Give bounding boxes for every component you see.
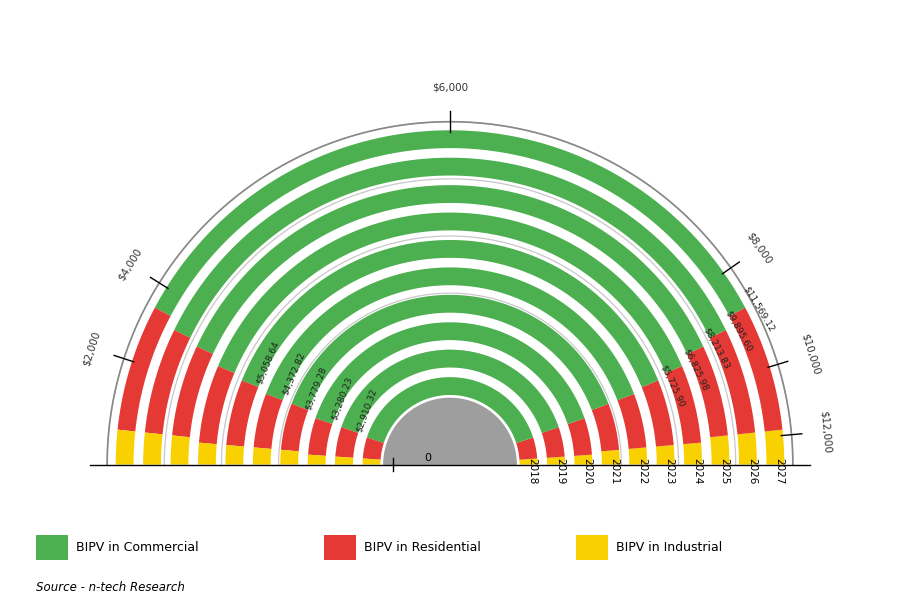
Text: 2027: 2027 xyxy=(774,458,784,485)
Text: BIPV Markets: (Value $ Millions): BIPV Markets: (Value $ Millions) xyxy=(237,19,663,43)
Text: $3,779.28: $3,779.28 xyxy=(303,365,328,412)
Text: $6,000: $6,000 xyxy=(432,82,468,92)
Polygon shape xyxy=(656,445,675,464)
Polygon shape xyxy=(172,346,213,437)
Text: $4,000: $4,000 xyxy=(116,247,144,283)
Polygon shape xyxy=(666,366,701,444)
Text: $6,825.98: $6,825.98 xyxy=(681,347,710,392)
Polygon shape xyxy=(383,398,517,464)
Text: BIPV in Commercial: BIPV in Commercial xyxy=(76,541,199,554)
Polygon shape xyxy=(218,212,682,373)
Polygon shape xyxy=(316,322,584,424)
Polygon shape xyxy=(363,458,381,464)
Polygon shape xyxy=(683,443,702,464)
Text: $11,569.12: $11,569.12 xyxy=(742,285,776,334)
Polygon shape xyxy=(710,330,755,434)
Polygon shape xyxy=(143,433,163,464)
Text: 2025: 2025 xyxy=(719,458,729,485)
Bar xyxy=(36,535,68,560)
Polygon shape xyxy=(363,437,383,460)
Text: Source - n-tech Research: Source - n-tech Research xyxy=(36,581,184,593)
Polygon shape xyxy=(517,437,537,460)
Text: 2018: 2018 xyxy=(527,458,537,485)
Polygon shape xyxy=(367,377,533,443)
Text: $5,725.90: $5,725.90 xyxy=(659,364,687,409)
Polygon shape xyxy=(171,436,190,464)
Polygon shape xyxy=(226,380,258,446)
Polygon shape xyxy=(198,443,217,464)
Text: $2,000: $2,000 xyxy=(81,329,102,367)
Polygon shape xyxy=(118,308,171,431)
Text: $10,000: $10,000 xyxy=(800,332,822,376)
Polygon shape xyxy=(574,455,592,464)
Polygon shape xyxy=(253,448,272,464)
Text: $8,213.83: $8,213.83 xyxy=(702,326,732,371)
Polygon shape xyxy=(601,450,620,464)
Text: 2023: 2023 xyxy=(664,458,675,485)
Polygon shape xyxy=(729,308,782,431)
Polygon shape xyxy=(765,430,784,464)
Bar xyxy=(576,535,608,560)
Polygon shape xyxy=(281,404,308,451)
Polygon shape xyxy=(308,418,332,456)
Text: $4,372.82: $4,372.82 xyxy=(280,350,306,396)
Text: $3,280.23: $3,280.23 xyxy=(329,376,354,421)
Polygon shape xyxy=(116,430,135,464)
Polygon shape xyxy=(280,450,299,464)
Polygon shape xyxy=(145,330,190,434)
Polygon shape xyxy=(175,158,725,338)
Text: 2021: 2021 xyxy=(609,458,620,485)
Polygon shape xyxy=(225,445,244,464)
Polygon shape xyxy=(568,418,592,456)
Text: 2022: 2022 xyxy=(637,458,647,485)
Text: $5,058.64: $5,058.64 xyxy=(255,340,281,385)
Polygon shape xyxy=(547,457,565,464)
Polygon shape xyxy=(335,457,353,464)
Polygon shape xyxy=(308,455,326,464)
Text: $9,895.60: $9,895.60 xyxy=(724,308,753,353)
Polygon shape xyxy=(519,458,537,464)
Text: 2024: 2024 xyxy=(692,458,702,485)
Text: 2019: 2019 xyxy=(555,458,565,485)
Polygon shape xyxy=(617,394,646,449)
Polygon shape xyxy=(737,433,757,464)
Polygon shape xyxy=(336,427,358,458)
Text: 2026: 2026 xyxy=(747,458,757,485)
Polygon shape xyxy=(687,346,728,437)
Polygon shape xyxy=(642,380,674,446)
Polygon shape xyxy=(155,130,745,316)
Polygon shape xyxy=(592,404,619,451)
Polygon shape xyxy=(628,448,647,464)
Polygon shape xyxy=(341,350,559,433)
Polygon shape xyxy=(266,268,634,400)
Text: BIPV in Residential: BIPV in Residential xyxy=(364,541,482,554)
Polygon shape xyxy=(710,436,729,464)
Text: BIPV in Industrial: BIPV in Industrial xyxy=(616,541,723,554)
Polygon shape xyxy=(292,295,608,410)
Polygon shape xyxy=(254,394,283,449)
Polygon shape xyxy=(199,366,234,444)
Text: $8,000: $8,000 xyxy=(744,230,773,266)
Polygon shape xyxy=(197,185,703,354)
Text: $2,910.32: $2,910.32 xyxy=(354,387,378,433)
Text: $12,000: $12,000 xyxy=(819,410,832,454)
Text: 0: 0 xyxy=(424,453,431,463)
Polygon shape xyxy=(542,427,564,458)
Bar xyxy=(324,535,356,560)
Polygon shape xyxy=(242,240,658,387)
Text: 2020: 2020 xyxy=(582,458,592,485)
